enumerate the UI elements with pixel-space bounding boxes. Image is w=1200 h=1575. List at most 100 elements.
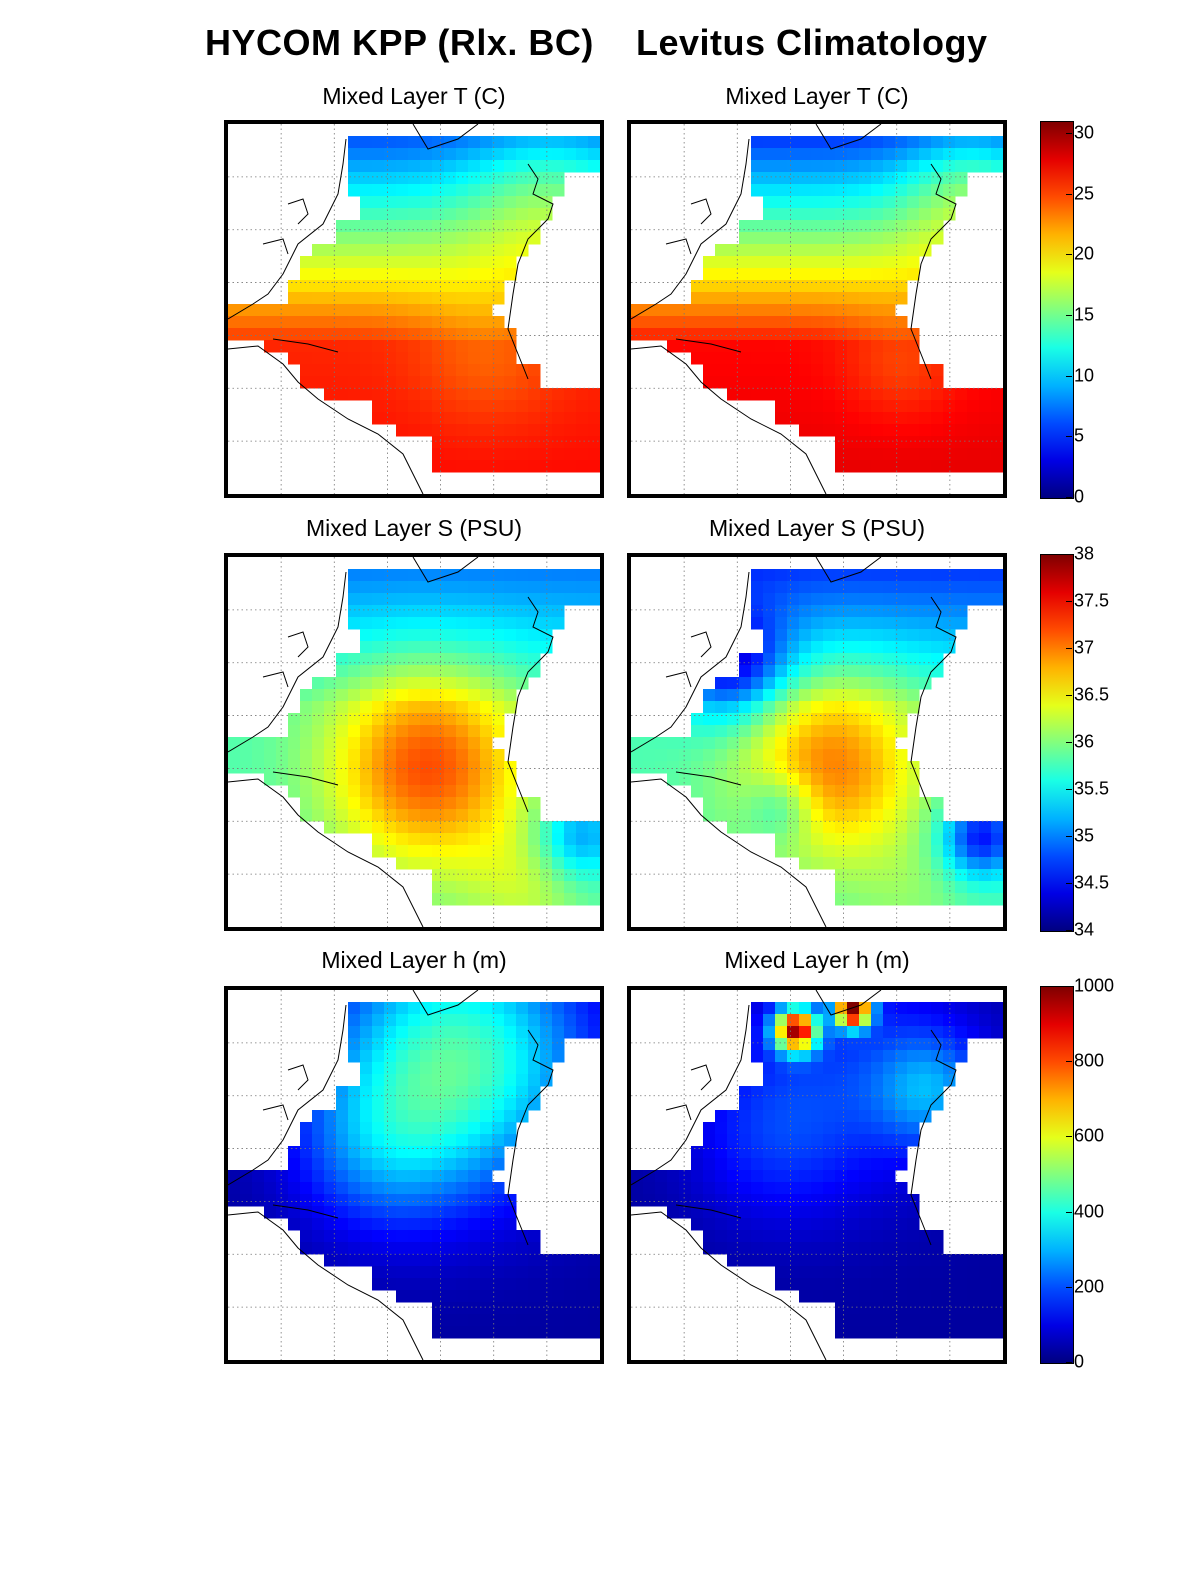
heatmap-cell [492,1314,505,1327]
heatmap-cell [324,1110,337,1123]
heatmap-cell [456,1230,469,1243]
heatmap-cell [396,809,409,822]
heatmap-cell [787,1050,800,1063]
heatmap-cell [883,1134,896,1147]
heatmap-cell [360,304,373,317]
heatmap-cell [444,376,457,389]
heatmap-cell [240,737,253,750]
heatmap-cell [979,148,992,161]
heatmap-cell [835,424,848,437]
heatmap-cell [775,569,788,582]
heatmap-cell [300,292,313,305]
heatmap-cell [895,833,908,846]
heatmap-cell [859,1002,872,1015]
heatmap-cell [811,1290,824,1303]
heatmap-cell [823,1230,836,1243]
heatmap-cell [492,220,505,233]
heatmap-cell [787,629,800,642]
heatmap-cell [408,1050,421,1063]
heatmap-cell [552,184,565,197]
heatmap-cell [528,1302,541,1315]
heatmap-cell [871,304,884,317]
heatmap-cell [835,713,848,726]
heatmap-cell [763,1110,776,1123]
heatmap-cell [859,1254,872,1267]
heatmap-cell [468,881,481,894]
heatmap-cell [444,244,457,257]
heatmap-cell [336,364,349,377]
heatmap-cell [859,1122,872,1135]
heatmap-cell [811,833,824,846]
heatmap-cell [823,701,836,714]
heatmap-cell [823,749,836,762]
heatmap-cell [468,1182,481,1195]
heatmap-cell [763,268,776,281]
heatmap-cell [456,412,469,425]
heatmap-cell [943,617,956,630]
heatmap-cell [955,412,968,425]
heatmap-cell [360,821,373,834]
heatmap-cell [847,1062,860,1075]
heatmap-cell [943,208,956,221]
heatmap-cell [516,569,529,582]
heatmap-cell [883,1002,896,1015]
heatmap-cell [348,1038,361,1051]
heatmap-cell [763,1170,776,1183]
heatmap-cell [679,340,692,353]
coastline [910,596,957,813]
heatmap-cell [631,316,644,329]
heatmap-cell [691,1218,704,1231]
heatmap-cell [540,1278,553,1291]
heatmap-cell [799,809,812,822]
heatmap-cell [468,1074,481,1087]
heatmap-cell [432,1266,445,1279]
heatmap-cell [480,629,493,642]
heatmap-cell [883,232,896,245]
heatmap-cell [739,376,752,389]
heatmap-cell [907,268,920,281]
heatmap-cell [384,1074,397,1087]
heatmap-cell [384,1134,397,1147]
heatmap-cell [859,1038,872,1051]
heatmap-cell [931,869,944,882]
heatmap-cell [348,1146,361,1159]
heatmap-cell [432,845,445,858]
heatmap-cell [883,893,896,906]
heatmap-cell [384,1146,397,1159]
heatmap-cell [799,1098,812,1111]
heatmap-cell [691,761,704,774]
heatmap-cell [372,725,385,738]
heatmap-cell [312,749,325,762]
heatmap-cell [336,761,349,774]
heatmap-cell [516,1302,529,1315]
colorbar-tick-mark [1066,554,1072,555]
heatmap-cell [883,424,896,437]
heatmap-cell [456,364,469,377]
heatmap-cell [727,1170,740,1183]
heatmap-cell [823,1170,836,1183]
heatmap-cell [348,1194,361,1207]
heatmap-cell [763,1038,776,1051]
heatmap-cell [468,1194,481,1207]
heatmap-cell [871,448,884,461]
heatmap-cell [432,749,445,762]
heatmap-cell [288,1158,301,1171]
heatmap-cell [919,1314,932,1327]
heatmap-cell [264,1170,277,1183]
heatmap-cell [348,1050,361,1063]
heatmap-cell [324,328,337,341]
heatmap-cell [588,460,600,473]
heatmap-cell [432,448,445,461]
heatmap-cell [420,1158,433,1171]
heatmap-cell [871,148,884,161]
heatmap-cell [871,893,884,906]
heatmap-cell [979,1314,992,1327]
heatmap-cell [883,208,896,221]
heatmap-cell [811,1266,824,1279]
heatmap-cell [432,569,445,582]
heatmap-cell [408,280,421,293]
heatmap-cell [871,1302,884,1315]
graticule [228,990,600,1360]
heatmap-cell [348,593,361,606]
heatmap-cell [955,136,968,149]
